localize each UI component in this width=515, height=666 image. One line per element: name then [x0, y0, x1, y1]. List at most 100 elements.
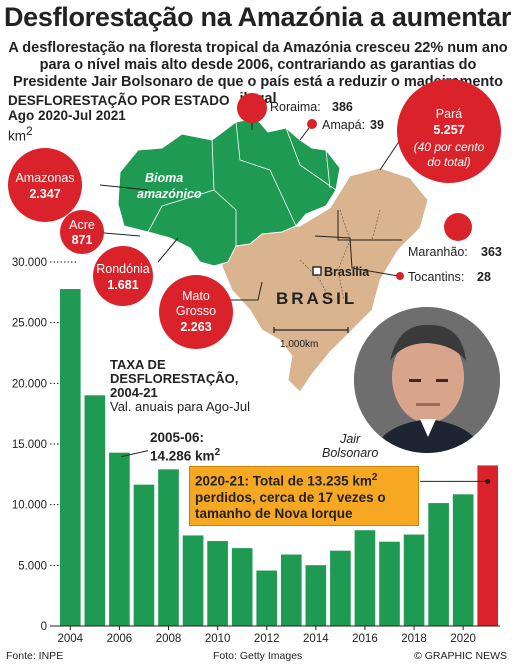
- state-value-amazonas: 2.347: [29, 187, 60, 201]
- state-value-rondonia: 1.681: [107, 278, 138, 292]
- deforestation-bar-chart: 0 5.000 10.000 15.000 20.000 25.000 30.000 2004…: [12, 257, 500, 645]
- bar-2008: [158, 469, 179, 626]
- bar-2018: [403, 534, 425, 626]
- state-name-rondonia: Rondónia: [96, 262, 150, 276]
- chart-title-line3: 2004-21: [110, 385, 158, 400]
- y-tick-label: 0: [41, 621, 47, 633]
- bar-2009: [182, 535, 204, 626]
- state-name-maranhao: Maranhão:: [408, 245, 468, 259]
- state-note-para-1: (40 por cento: [414, 140, 485, 154]
- photo-caption: Jair Bolsonaro: [322, 432, 378, 460]
- x-tick-label: 2010: [205, 633, 231, 645]
- peak-annotation-line2: 14.286 km2: [150, 445, 220, 464]
- peak-annotation-sup: 2: [214, 447, 221, 458]
- country-label: BRASIL: [276, 289, 357, 308]
- page-title: Desflorestação na Amazónia a aumentar: [3, 2, 512, 32]
- bar-2019: [428, 503, 449, 626]
- y-tick-label: 25.000: [12, 318, 47, 330]
- state-name-roraima: Roraima:: [270, 100, 321, 114]
- state-circle-amapa: [307, 119, 317, 129]
- bar-2005: [84, 395, 106, 626]
- footer-source: Fonte: INPE: [6, 650, 64, 662]
- y-tick-label: 10.000: [12, 500, 47, 512]
- x-tick-label: 2012: [254, 633, 280, 645]
- scale-bar-ends: [273, 327, 349, 333]
- bar-2017: [379, 541, 400, 626]
- map-title: DESFLORESTAÇÃO POR ESTADO Ago 2020-Jul 2…: [8, 93, 230, 123]
- state-name-amazonas: Amazonas: [15, 171, 74, 185]
- state-value-amapa: 39: [370, 118, 384, 132]
- highlight-callout: 2020-21: Total de 13.235 km2 perdidos, c…: [189, 466, 419, 526]
- callout-leader-dot: [485, 478, 491, 484]
- callout-sup: 2: [371, 472, 378, 483]
- bar-2010: [207, 541, 228, 626]
- bar-2004: [59, 289, 81, 626]
- y-tick-label: 30.000: [12, 257, 47, 269]
- map-title-line2: Ago 2020-Jul 2021: [8, 108, 126, 123]
- state-circle-maranhao: [444, 213, 472, 241]
- peak-annotation: 2005-06: 14.286 km2: [150, 430, 220, 464]
- biome-label-1: Bioma: [145, 171, 183, 185]
- state-value-para: 5.257: [433, 123, 464, 137]
- subtitle: A desflorestação na floresta tropical da…: [8, 40, 508, 107]
- x-tick-label: 2008: [156, 633, 182, 645]
- x-tick-label: 2004: [57, 633, 83, 645]
- state-name-amapa: Amapá:: [322, 118, 365, 132]
- state-value-acre: 871: [72, 233, 93, 247]
- bar-2006: [109, 452, 130, 626]
- map-unit: km2: [8, 124, 33, 144]
- state-circle-para: [397, 79, 501, 183]
- state-value-roraima: 386: [332, 100, 353, 114]
- map-unit-text: km: [8, 128, 26, 144]
- bar-2011: [231, 548, 253, 626]
- y-tick-label: 15.000: [12, 439, 47, 451]
- state-name-acre: Acre: [69, 218, 95, 232]
- chart-title: TAXA DE DESFLORESTAÇÃO, 2004-21 Val. anu…: [110, 358, 250, 414]
- state-name-mato-grosso-1: Mato: [182, 289, 210, 303]
- peak-leader-line: [121, 450, 149, 458]
- x-tick-label: 2020: [450, 633, 476, 645]
- state-circle-rondonia: [93, 246, 153, 306]
- state-circle-acre: [60, 210, 104, 254]
- chart-title-line2: DESFLORESTAÇÃO,: [110, 371, 239, 386]
- state-circle-tocantins: [396, 272, 404, 280]
- state-value-tocantins: 28: [477, 270, 491, 284]
- state-value-mato-grosso: 2.263: [180, 320, 211, 334]
- y-tick-label: 5.000: [18, 560, 47, 572]
- state-note-para-2: do total): [427, 155, 470, 169]
- x-tick-label: 2018: [401, 633, 427, 645]
- footer-photo-credit: Foto: Getty Images: [213, 650, 303, 662]
- state-borders-land: [299, 209, 381, 301]
- state-name-tocantins: Tocantins:: [408, 270, 464, 284]
- state-name-para: Pará: [436, 107, 462, 121]
- chart-subtitle: Val. anuais para Ago-Jul: [110, 399, 250, 414]
- chart-title-line1: TAXA DE: [110, 357, 166, 372]
- peak-annotation-value: 14.286 km: [150, 448, 215, 464]
- state-circle-roraima: [237, 93, 267, 123]
- photo-caption-line1: Jair: [340, 432, 361, 446]
- bar-2015: [330, 550, 351, 626]
- footer-credit: © GRAPHIC NEWS: [414, 650, 507, 662]
- state-value-maranhao: 363: [481, 245, 502, 259]
- bolsonaro-photo: [354, 307, 500, 453]
- photo-silhouette: [354, 307, 500, 453]
- x-tick-label: 2014: [303, 633, 329, 645]
- capital-label: Brasília: [324, 265, 370, 279]
- callout-text-a: 2020-21: Total de 13.235 km: [195, 473, 372, 489]
- bar-2021: [477, 465, 499, 626]
- photo-caption-line2: Bolsonaro: [322, 446, 379, 460]
- bar-2014: [305, 565, 327, 626]
- callout-text-b: perdidos, cerca de 17 vezes o tamanho de…: [195, 489, 386, 521]
- x-tick-label: 2006: [107, 633, 133, 645]
- biome-label-2: amazónico: [137, 187, 202, 201]
- bar-2012: [256, 570, 278, 626]
- y-tick-label: 20.000: [12, 378, 47, 390]
- state-name-mato-grosso-2: Grosso: [176, 304, 216, 318]
- amazon-biome-shape: [117, 117, 341, 267]
- peak-annotation-line1: 2005-06:: [150, 430, 205, 445]
- bar-2013: [280, 554, 302, 626]
- state-borders: [147, 121, 337, 246]
- state-circles: [8, 79, 501, 349]
- map-unit-sup: 2: [26, 124, 33, 138]
